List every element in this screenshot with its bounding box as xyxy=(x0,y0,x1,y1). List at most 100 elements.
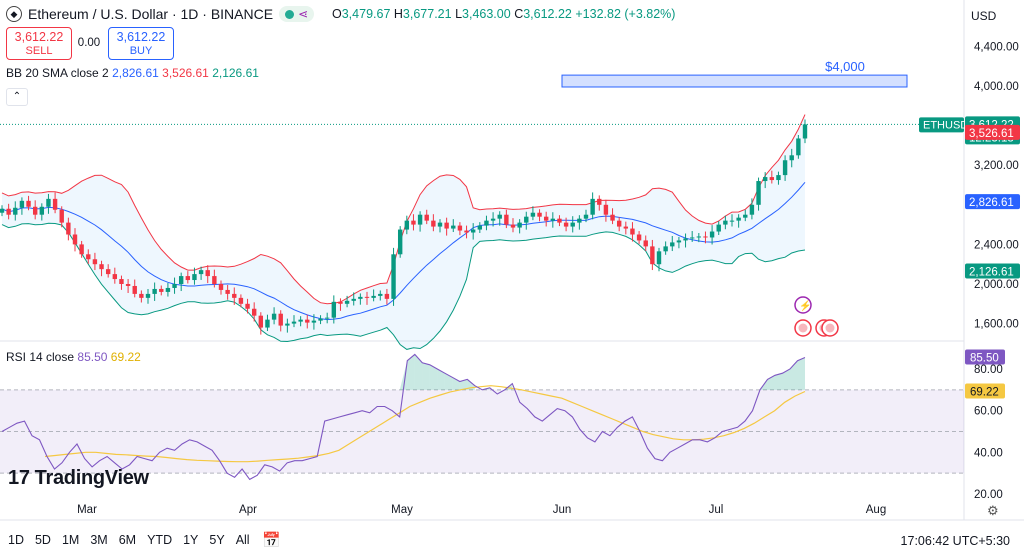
symbol-tag-text: ETHUSD xyxy=(923,119,968,131)
rsi-overbought-fill xyxy=(459,379,468,390)
target-4000-label: $4,000 xyxy=(825,59,865,74)
candle-body xyxy=(504,214,509,225)
candle-body xyxy=(205,270,210,277)
candle-body xyxy=(484,220,489,226)
timeframe-all[interactable]: All xyxy=(235,533,250,547)
candle-body xyxy=(424,214,429,221)
candle-body xyxy=(66,222,71,235)
time-axis-label: Jun xyxy=(553,504,572,516)
rsi-ma-line xyxy=(44,385,806,463)
candle-body xyxy=(457,225,463,231)
candle-body xyxy=(802,124,808,139)
candle-body xyxy=(563,222,569,227)
timeframe-1y[interactable]: 1Y xyxy=(183,533,199,547)
candle-body xyxy=(597,198,602,205)
candle-body xyxy=(789,155,794,161)
candle-body xyxy=(212,276,217,284)
rsi-line xyxy=(1,353,806,481)
settings-gear-icon[interactable]: ⚙ xyxy=(987,503,999,518)
candle-body xyxy=(125,284,131,286)
candle-body xyxy=(643,240,648,247)
bb-lower-value: 2,126.61 xyxy=(212,66,259,80)
spread-value: 0.00 xyxy=(77,37,101,49)
timeframe-ytd[interactable]: YTD xyxy=(147,533,173,547)
price-axis-label: 2,000.00 xyxy=(974,279,1019,291)
close-label: C xyxy=(514,7,524,21)
candle-body xyxy=(172,284,177,288)
rsi-overbought-fill xyxy=(414,354,423,390)
candle-body xyxy=(610,214,615,221)
price-axis-label: 1,600.00 xyxy=(974,319,1019,331)
timeframe-3m[interactable]: 3M xyxy=(90,533,108,547)
tradingview-logo[interactable]: 17 TradingView xyxy=(8,467,149,490)
symbol-title[interactable]: ◆ Ethereum / U.S. Dollar · 1D · BINANCE … xyxy=(6,6,315,22)
clock-readout[interactable]: 17:06:42 UTC+5:30 xyxy=(900,534,1010,548)
candle-body xyxy=(411,220,416,225)
candle-body xyxy=(298,319,303,322)
bb-upper-tag-text: 3,526.61 xyxy=(969,128,1014,140)
collapse-legend-icon[interactable]: ⌃ xyxy=(6,88,28,106)
candle-body xyxy=(265,319,270,328)
share-flow-icon: ⋖ xyxy=(298,7,309,21)
candle-body xyxy=(79,244,84,255)
candle-body xyxy=(32,206,38,215)
timeframe-1m[interactable]: 1M xyxy=(61,533,80,547)
calendar-icon[interactable]: 📅 xyxy=(262,532,281,549)
sell-price: 3,612.22 xyxy=(14,30,64,44)
price-axis-label: 4,000.00 xyxy=(974,81,1019,93)
candle-body xyxy=(762,177,768,182)
candle-body xyxy=(132,285,137,294)
time-axis-label: Aug xyxy=(866,504,886,516)
candle-body xyxy=(19,200,25,208)
bb-basis-tag-bg xyxy=(965,194,1020,210)
candle-body xyxy=(769,177,775,181)
timeframe-1d[interactable]: 1D xyxy=(8,533,24,547)
candle-body xyxy=(477,225,483,230)
timeframe-5y[interactable]: 5Y xyxy=(209,533,225,547)
candle-body xyxy=(218,284,224,290)
candle-body xyxy=(517,222,522,228)
candle-body xyxy=(756,181,761,205)
buy-label: BUY xyxy=(129,45,153,57)
candle-body xyxy=(656,251,662,265)
timeframe-6m[interactable]: 6M xyxy=(118,533,137,547)
candle-body xyxy=(689,237,695,239)
rsi-tag-text: 85.50 xyxy=(970,353,999,365)
candle-body xyxy=(776,175,781,181)
candle-body xyxy=(729,220,735,222)
buy-button[interactable]: 3,612.22 BUY xyxy=(108,27,174,60)
high-value: 3,677.21 xyxy=(402,7,452,21)
candle-body xyxy=(271,313,277,320)
candle-body xyxy=(52,198,58,210)
sell-button[interactable]: 3,612.22 SELL xyxy=(6,27,72,60)
bb-basis-value: 2,826.61 xyxy=(112,66,159,80)
rsi-axis-label: 40.00 xyxy=(974,447,1003,459)
bb-indicator-legend[interactable]: BB 20 SMA close 2 2,826.61 3,526.61 2,12… xyxy=(6,66,259,80)
event-icons: ⚡ xyxy=(794,296,839,337)
candle-body xyxy=(570,222,575,227)
candle-body xyxy=(650,246,655,265)
rsi-value: 85.50 xyxy=(77,350,108,364)
candle-body xyxy=(524,216,529,223)
candle-body xyxy=(285,323,290,326)
currency-selector[interactable]: USD xyxy=(971,9,997,23)
candle-body xyxy=(364,296,370,298)
market-status-pill[interactable]: ⋖ xyxy=(279,6,315,22)
high-label: H xyxy=(393,7,403,21)
timeframe-5d[interactable]: 5D xyxy=(34,533,51,547)
candle-body xyxy=(437,222,443,227)
candle-body xyxy=(72,234,78,245)
candle-body xyxy=(490,218,496,221)
candle-body xyxy=(378,293,383,296)
rsi-indicator-legend[interactable]: RSI 14 close 85.50 69.22 xyxy=(6,350,141,364)
candle-body xyxy=(510,224,516,228)
logo-text: TradingView xyxy=(34,467,149,489)
candle-body xyxy=(583,214,589,219)
bb-upper-tag-bg xyxy=(965,124,1020,140)
candle-body xyxy=(670,242,675,247)
candle-body xyxy=(451,225,456,229)
rsi-axis-label: 60.00 xyxy=(974,406,1003,418)
price-axis-label: 3,200.00 xyxy=(974,160,1019,172)
candle-body xyxy=(497,214,502,219)
